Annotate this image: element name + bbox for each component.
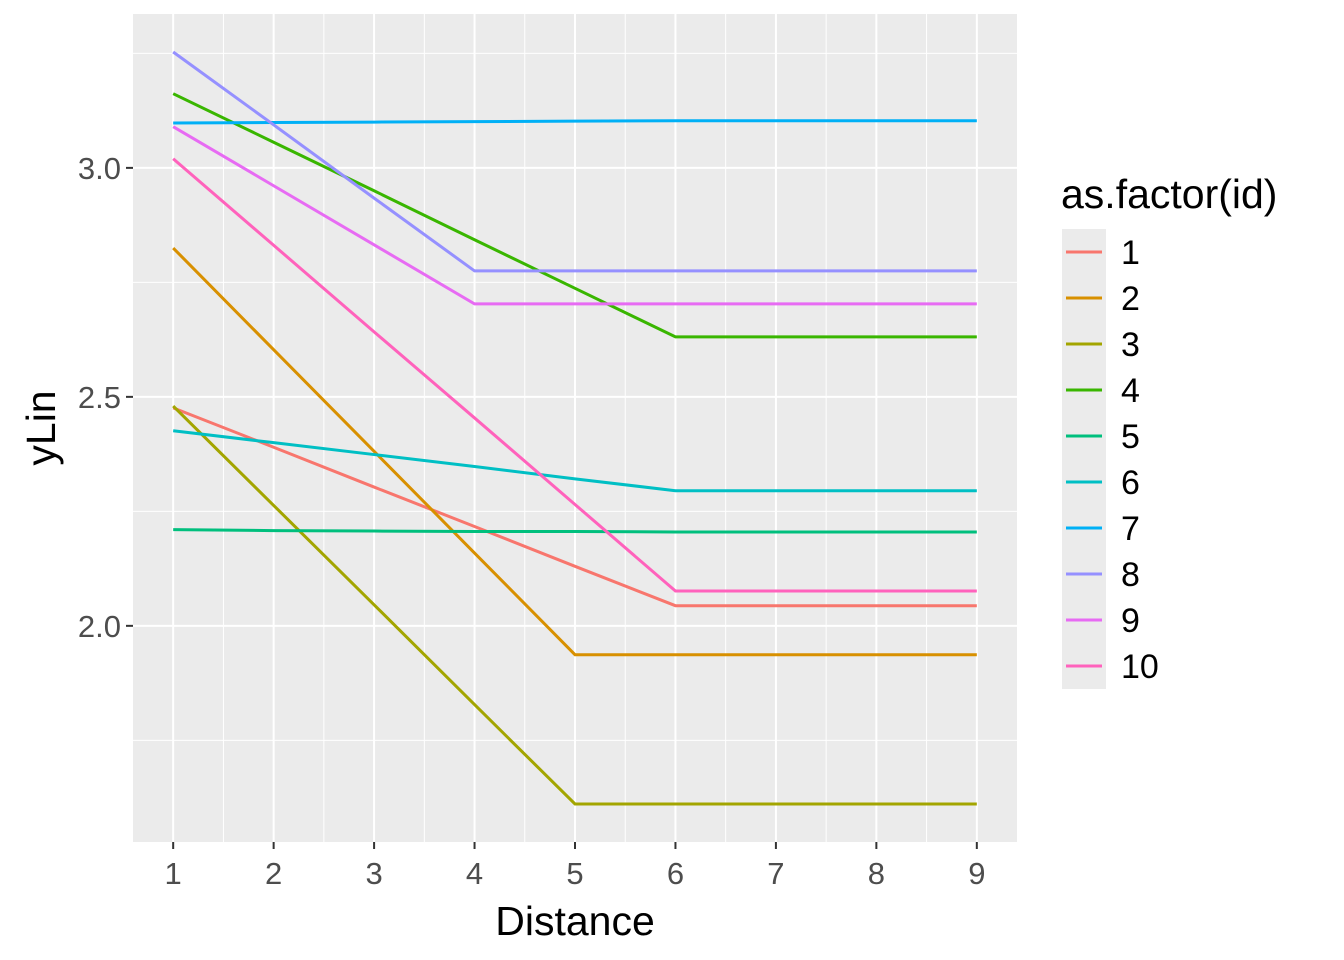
series-line-3 — [172, 404, 977, 806]
x-tick-label: 4 — [466, 856, 483, 891]
x-axis-ticks: 1 2 3 4 5 6 7 8 9 — [165, 842, 985, 891]
y-axis-ticks: 2.0 2.5 3.0 — [78, 151, 133, 644]
x-tick-label: 1 — [165, 856, 182, 891]
x-tick-label: 3 — [365, 856, 382, 891]
legend-title: as.factor(id) — [1061, 171, 1277, 217]
y-tick-label: 2.5 — [78, 380, 121, 415]
legend-label: 1 — [1121, 234, 1140, 272]
y-tick-label: 2.0 — [78, 609, 121, 644]
legend-key-background — [1062, 229, 1106, 689]
x-tick-label: 5 — [566, 856, 583, 891]
series-line-10 — [172, 157, 977, 593]
series-line-6 — [173, 429, 977, 493]
series-line-7 — [173, 119, 977, 125]
series-line-2 — [172, 246, 977, 657]
legend-label: 6 — [1121, 464, 1140, 502]
legend-label: 2 — [1121, 280, 1140, 318]
x-tick-label: 6 — [667, 856, 684, 891]
legend-label: 5 — [1121, 418, 1140, 456]
legend-label: 7 — [1121, 510, 1140, 548]
series-line-9 — [172, 125, 977, 306]
y-axis-title: yLin — [18, 390, 64, 465]
legend-label: 4 — [1121, 372, 1140, 410]
legend-label: 10 — [1121, 648, 1159, 686]
x-tick-label: 7 — [767, 856, 784, 891]
x-tick-label: 2 — [265, 856, 282, 891]
series-line-5 — [173, 528, 977, 534]
legend-label: 8 — [1121, 556, 1140, 594]
series-line-1 — [172, 406, 977, 608]
legend-label: 3 — [1121, 326, 1140, 364]
legend: as.factor(id) 1 2 3 4 5 6 7 8 9 10 — [1061, 171, 1277, 689]
x-tick-label: 8 — [868, 856, 885, 891]
series-line-4 — [172, 92, 977, 339]
series-line-8 — [172, 50, 977, 273]
legend-label: 9 — [1121, 602, 1140, 640]
x-tick-label: 9 — [968, 856, 985, 891]
series-lines — [172, 50, 977, 806]
x-axis-title: Distance — [495, 898, 655, 944]
y-tick-label: 3.0 — [78, 151, 121, 186]
